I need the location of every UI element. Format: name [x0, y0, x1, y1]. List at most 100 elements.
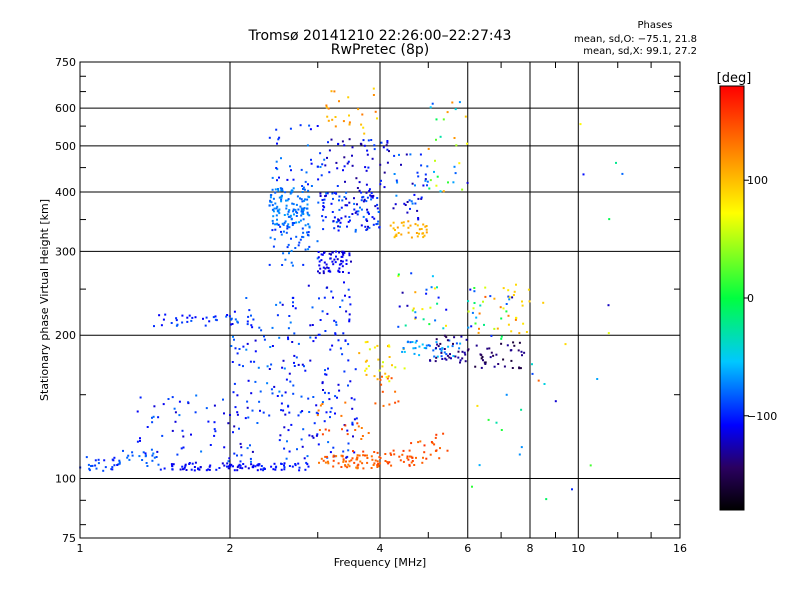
data-point — [90, 465, 92, 467]
data-point — [113, 464, 116, 467]
data-point — [361, 196, 364, 199]
data-point — [290, 218, 293, 221]
data-point — [270, 194, 273, 196]
data-point — [333, 90, 336, 93]
data-point — [347, 359, 350, 362]
data-point — [341, 454, 344, 457]
data-point — [289, 321, 292, 324]
data-point — [360, 427, 363, 429]
data-point — [379, 378, 382, 381]
data-point — [340, 217, 343, 220]
data-point — [442, 432, 445, 435]
data-point — [435, 118, 438, 121]
data-point — [425, 228, 428, 231]
data-point — [279, 434, 282, 437]
data-point — [384, 372, 387, 375]
data-point — [478, 312, 481, 315]
data-point — [385, 376, 388, 379]
data-point — [316, 433, 319, 436]
data-point — [302, 186, 305, 189]
data-point — [376, 451, 379, 454]
data-point — [244, 417, 247, 420]
data-point — [348, 318, 351, 321]
data-point — [285, 457, 288, 460]
stats-o-line: mean, sd,O: −75.1, 21.8 — [574, 34, 697, 45]
data-point — [325, 411, 328, 414]
data-point — [365, 373, 368, 376]
data-point — [364, 225, 367, 228]
data-point — [278, 208, 281, 211]
data-point — [236, 411, 239, 414]
data-point — [402, 221, 405, 224]
data-point — [325, 104, 328, 107]
data-point — [337, 225, 340, 228]
data-point — [372, 94, 375, 96]
data-point — [607, 332, 610, 335]
data-point — [518, 366, 521, 369]
data-point — [458, 101, 461, 104]
data-point — [254, 465, 257, 468]
data-point — [328, 171, 331, 174]
data-point — [327, 367, 329, 370]
data-point — [322, 228, 325, 231]
data-point — [268, 136, 271, 139]
data-point — [425, 292, 428, 295]
data-point — [289, 214, 292, 217]
data-point — [386, 461, 389, 464]
data-point — [238, 363, 241, 366]
data-point — [161, 434, 164, 437]
data-point — [347, 160, 350, 163]
data-point — [350, 459, 353, 462]
data-point — [259, 468, 262, 471]
data-point — [517, 349, 520, 352]
data-point — [393, 173, 396, 175]
data-point — [342, 253, 345, 256]
data-point — [360, 191, 363, 194]
data-point — [355, 466, 358, 469]
data-point — [341, 255, 344, 258]
data-point — [343, 370, 346, 373]
data-point — [452, 181, 455, 184]
data-point — [156, 450, 159, 453]
data-point — [487, 418, 490, 421]
data-point — [425, 225, 428, 227]
data-point — [242, 463, 245, 465]
data-point — [227, 467, 230, 470]
data-point — [348, 138, 351, 141]
data-point — [414, 311, 417, 314]
data-point — [321, 215, 324, 218]
data-point — [364, 360, 367, 363]
data-point — [136, 440, 139, 443]
data-point — [460, 335, 463, 338]
data-point — [297, 244, 300, 247]
data-point — [341, 140, 344, 143]
data-point — [341, 353, 344, 356]
data-point — [402, 449, 405, 452]
data-point — [280, 198, 283, 201]
data-point — [254, 339, 257, 342]
data-point — [344, 465, 347, 468]
data-point — [280, 200, 283, 203]
data-point — [372, 464, 375, 466]
data-point — [409, 224, 412, 227]
data-point — [281, 394, 284, 397]
data-point — [351, 421, 354, 424]
data-point — [381, 390, 384, 393]
data-point — [326, 115, 329, 118]
data-point — [176, 323, 179, 326]
data-point — [353, 461, 356, 464]
colorbar-tick-label: 0 — [747, 292, 754, 305]
data-point — [324, 267, 327, 270]
data-point — [273, 385, 276, 388]
data-point — [127, 454, 130, 457]
data-point — [302, 218, 305, 221]
data-point — [408, 199, 411, 202]
data-point — [301, 445, 304, 448]
data-point — [321, 163, 324, 166]
x-axis-ticks: 1 2 4 6 8 10 16 — [77, 62, 687, 555]
data-point — [234, 347, 237, 350]
data-point — [187, 401, 190, 404]
data-point — [347, 449, 350, 452]
data-point — [436, 355, 439, 358]
data-point — [277, 189, 280, 192]
